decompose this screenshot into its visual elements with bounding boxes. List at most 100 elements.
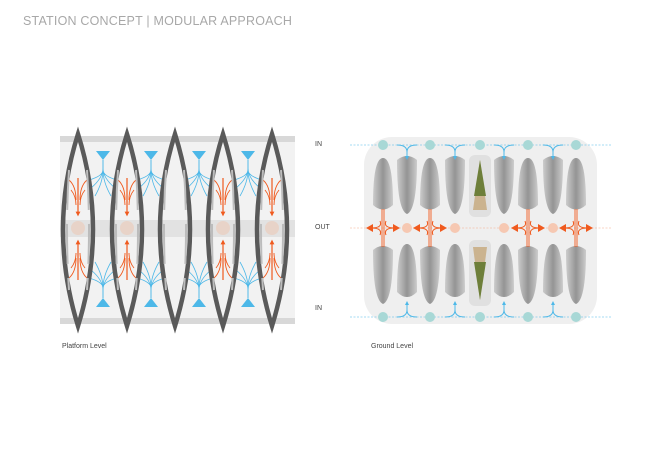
ticket-hall-module-top [420, 158, 440, 210]
outflow-arrow-right [538, 224, 545, 232]
inflow-merge-top [406, 144, 418, 153]
outflow-path-bottom [213, 252, 222, 279]
inflow-merge-top [454, 144, 466, 153]
entrance-node-top [378, 140, 388, 150]
ticket-hall-module-bottom [420, 246, 440, 304]
outflow-path-top [128, 179, 137, 206]
caption-ground-level: Ground Level [371, 343, 414, 350]
label-in-bottom: IN [315, 305, 322, 312]
arch-glazing-right [183, 169, 187, 291]
ticket-hall-module-top [566, 158, 586, 210]
inflow-triangle-bottom [96, 298, 110, 307]
inflow-triangle-top [241, 151, 255, 160]
exit-node [402, 223, 412, 233]
outflow-path-top [273, 179, 282, 206]
outflow-path-bottom [128, 252, 137, 279]
outflow-arrow-left [366, 224, 373, 232]
outflow-path-top [224, 179, 233, 206]
inflow-triangle-bottom [192, 298, 206, 307]
exit-node [548, 223, 558, 233]
outflow-path-top [213, 179, 222, 206]
ticket-hall-module-top [373, 158, 393, 210]
arch-glazing-left [211, 169, 215, 291]
entrance-node-bottom [571, 312, 581, 322]
caption-platform-level: Platform Level [62, 343, 107, 350]
arch-glazing-right [86, 169, 90, 291]
ticket-hall-module-bottom [373, 246, 393, 304]
ticket-hall-module-bottom [543, 244, 563, 297]
entrance-node-bottom [378, 312, 388, 322]
inflow-merge-top [503, 144, 515, 153]
outflow-path-top [68, 179, 77, 206]
vertical-core [71, 221, 85, 235]
exit-node [499, 223, 509, 233]
outflow-path-bottom [68, 252, 77, 279]
structural-arch [109, 126, 145, 334]
vertical-core [216, 221, 230, 235]
structural-arch [205, 126, 241, 334]
outflow-split [563, 220, 589, 236]
outflow-path-bottom [262, 252, 271, 279]
structural-arch [254, 126, 290, 334]
inflow-triangle-bottom [241, 298, 255, 307]
entrance-node-top [475, 140, 485, 150]
entrance-node-top [425, 140, 435, 150]
arch-glazing-left [66, 169, 70, 291]
entrance-node-bottom [523, 312, 533, 322]
outflow-path-bottom [273, 252, 282, 279]
outflow-split [370, 220, 396, 236]
ground-level-plan [350, 137, 612, 324]
inflow-merge-top [552, 144, 564, 153]
ticket-hall-module-top [494, 156, 514, 214]
ticket-hall-module-top [543, 156, 563, 214]
arch-glazing-right [280, 169, 284, 291]
arch-glazing-left [115, 169, 119, 291]
label-out: OUT [315, 224, 330, 231]
ticket-hall-module-bottom [397, 244, 417, 297]
outflow-split [417, 220, 443, 236]
entrance-node-bottom [475, 312, 485, 322]
entrance-node-top [571, 140, 581, 150]
outflow-arrow-right [586, 224, 593, 232]
outflow-path-top [79, 179, 88, 206]
exit-node [450, 223, 460, 233]
ticket-hall-module-bottom [566, 246, 586, 304]
outflow-arrow-right [440, 224, 447, 232]
ticket-hall-module-top [518, 158, 538, 210]
inflow-merge-bottom [406, 309, 418, 318]
outflow-path-top [262, 179, 271, 206]
entrance-node-top [523, 140, 533, 150]
outflow-arrow-right [393, 224, 400, 232]
outflow-split [515, 220, 541, 236]
vertical-core [265, 221, 279, 235]
outflow-arrow-left [413, 224, 420, 232]
page-title: STATION CONCEPT | MODULAR APPROACH [23, 14, 293, 28]
ticket-hall-module-bottom [445, 244, 465, 297]
ticket-hall-module-bottom [494, 244, 514, 297]
arch-glazing-left [260, 169, 264, 291]
ticket-hall-module-top [397, 156, 417, 214]
structural-arch [157, 126, 193, 334]
outflow-path-bottom [224, 252, 233, 279]
inflow-triangle-top [144, 151, 158, 160]
structural-arch [60, 126, 96, 334]
green-area-top [474, 160, 486, 196]
outflow-arrow-left [559, 224, 566, 232]
arch-glazing-right [231, 169, 235, 291]
inflow-triangle-top [96, 151, 110, 160]
ticket-hall-module-top [445, 156, 465, 214]
vertical-core [120, 221, 134, 235]
platform-level-plan [60, 126, 295, 334]
green-area-bottom [474, 262, 486, 300]
ticket-hall-module-bottom [518, 246, 538, 304]
inflow-merge-bottom [552, 309, 564, 318]
outflow-path-bottom [117, 252, 126, 279]
outflow-arrow-left [511, 224, 518, 232]
arch-glazing-right [135, 169, 139, 291]
arch-glazing-left [163, 169, 167, 291]
outflow-path-top [117, 179, 126, 206]
inflow-merge-bottom [503, 309, 515, 318]
inflow-triangle-bottom [144, 298, 158, 307]
label-in-top: IN [315, 141, 322, 148]
